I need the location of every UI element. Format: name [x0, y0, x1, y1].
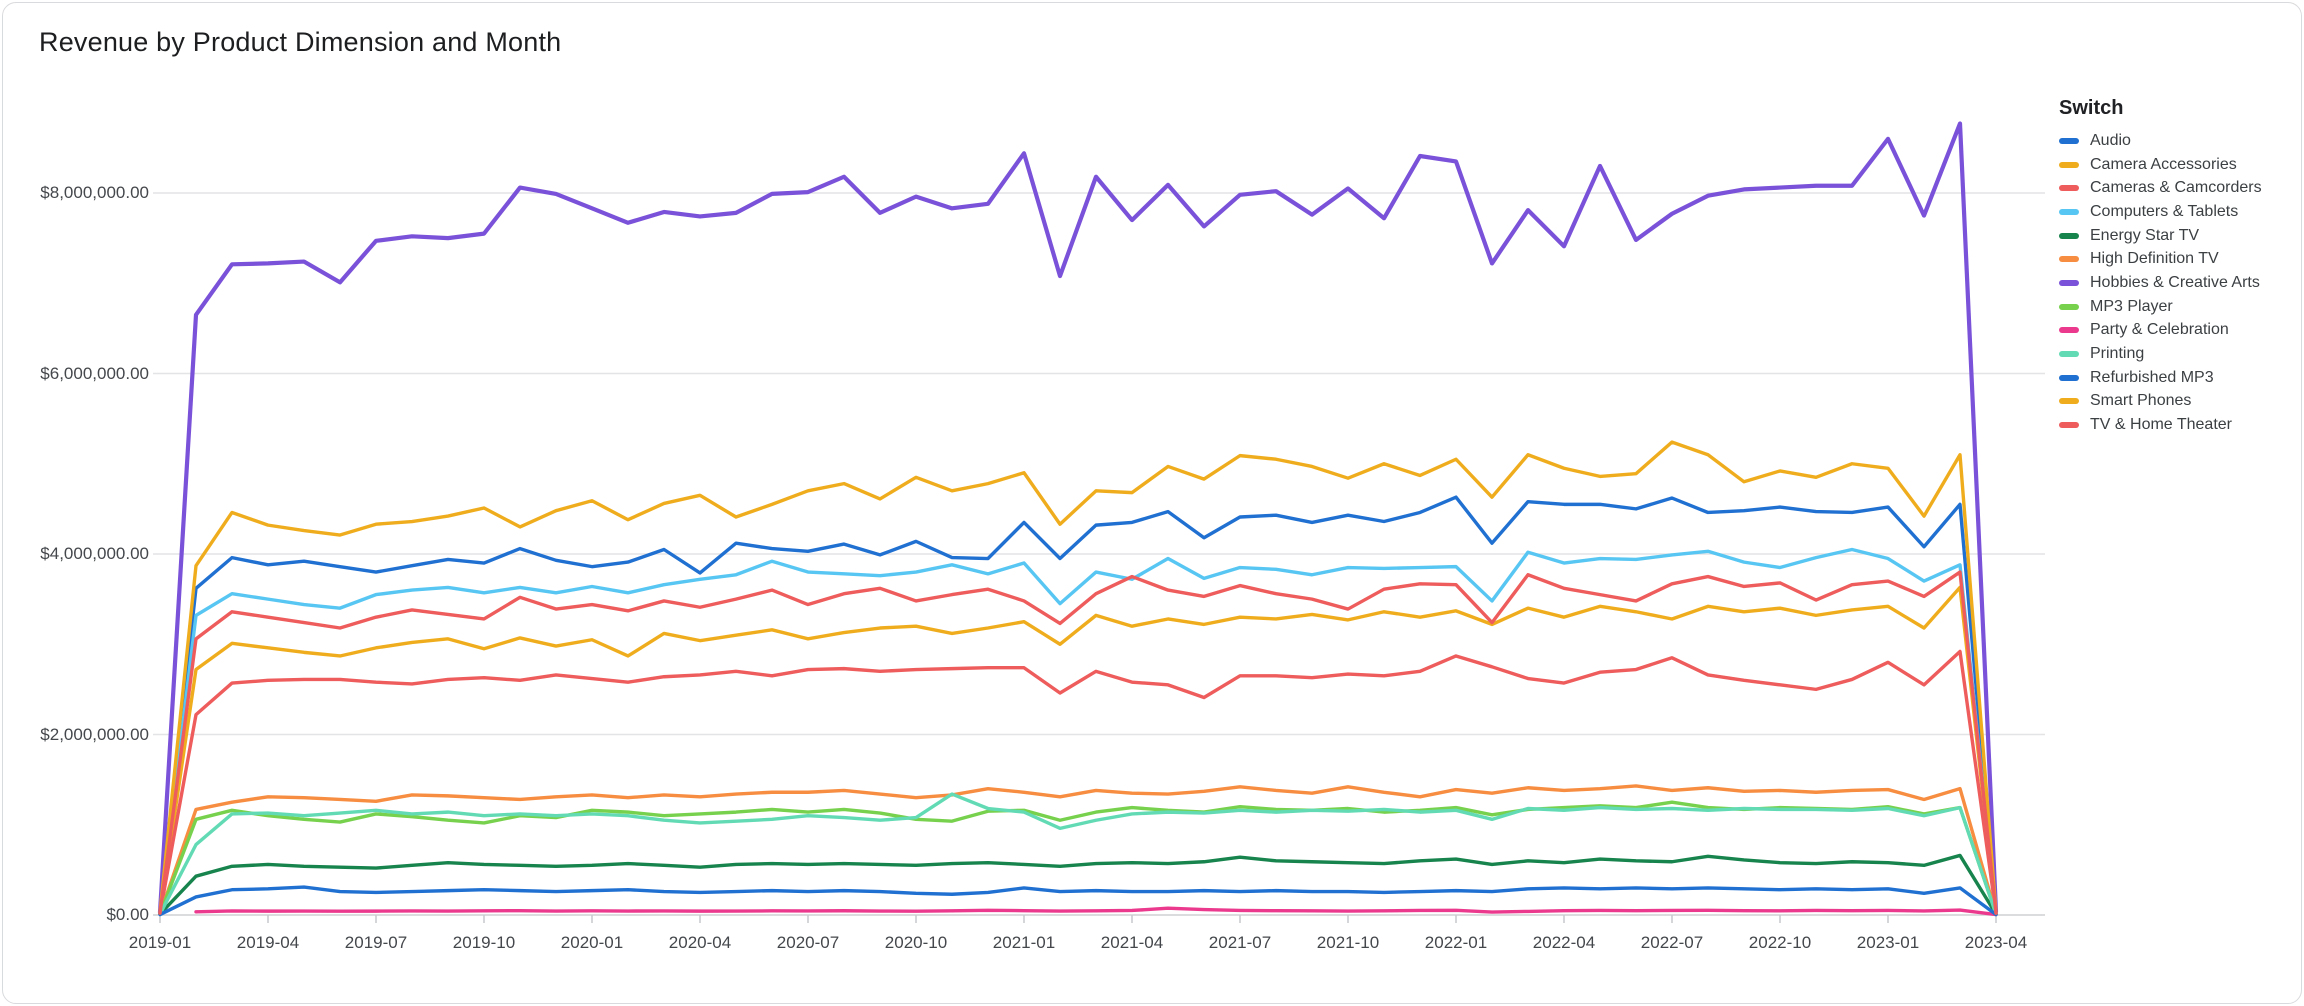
series-line-hobbies-and-creative-arts[interactable]: [157, 121, 1999, 915]
legend-item-label: Party & Celebration: [2090, 321, 2229, 339]
x-axis-label: 2023-04: [1964, 933, 2028, 952]
legend-item-label: Cameras & Camcorders: [2090, 179, 2262, 197]
legend-item-label: Refurbished MP3: [2090, 368, 2214, 386]
series-line-audio[interactable]: [158, 495, 1998, 914]
series-line-high-definition-tv[interactable]: [158, 784, 1998, 916]
y-axis-label: $6,000,000.00: [40, 363, 149, 383]
series-line-smart-phones[interactable]: [158, 440, 1998, 914]
x-axis-label: 2020-10: [884, 933, 948, 952]
legend-swatch-icon: [2059, 422, 2079, 429]
page-title: Revenue by Product Dimension and Month: [39, 27, 562, 57]
series-line-tv-and-home-theater[interactable]: [158, 570, 1998, 915]
legend-swatch-icon: [2059, 374, 2079, 381]
legend-item-party-and-celebration[interactable]: Party & Celebration: [2059, 319, 2262, 343]
x-axis-label: 2019-07: [344, 933, 408, 952]
series-line-camera-accessories[interactable]: [158, 585, 1998, 915]
legend-swatch-icon: [2059, 351, 2079, 358]
x-axis-label: 2022-04: [1532, 933, 1596, 952]
legend-swatch-icon: [2059, 256, 2079, 263]
legend-item-mp3-player[interactable]: MP3 Player: [2059, 295, 2262, 319]
series-line-cameras-and-camcorders[interactable]: [158, 649, 1998, 915]
legend-item-energy-star-tv[interactable]: Energy Star TV: [2059, 224, 2262, 248]
legend-swatch-icon: [2059, 137, 2079, 144]
y-axis-label: $0.00: [106, 905, 149, 924]
legend-title: Switch: [2059, 97, 2124, 119]
legend-item-label: Computers & Tablets: [2090, 202, 2239, 220]
x-axis-label: 2021-07: [1208, 933, 1272, 952]
x-axis-label: 2020-07: [776, 933, 840, 952]
x-axis-label: 2020-04: [668, 933, 732, 952]
legend-swatch-icon: [2059, 398, 2079, 405]
x-axis-label: 2021-10: [1316, 933, 1380, 952]
legend-item-label: Printing: [2090, 345, 2145, 363]
legend-item-label: Smart Phones: [2090, 392, 2192, 410]
y-axis-label: $8,000,000.00: [40, 183, 149, 202]
legend-item-label: TV & Home Theater: [2090, 416, 2232, 434]
x-axis-label: 2019-01: [128, 933, 192, 952]
x-axis-label: 2021-04: [1100, 933, 1164, 952]
legend-item-smart-phones[interactable]: Smart Phones: [2059, 390, 2262, 414]
legend: Switch Audio Camera Accessories Cameras & …: [2059, 97, 2262, 437]
series-line-computers-and-tablets[interactable]: [158, 547, 1998, 915]
legend-item-high-definition-tv[interactable]: High Definition TV: [2059, 247, 2262, 271]
legend-swatch-icon: [2059, 161, 2079, 168]
legend-item-label: Audio: [2090, 131, 2131, 149]
revenue-line-chart[interactable]: [3, 3, 2302, 1004]
series-line-party-and-celebration[interactable]: [194, 906, 1998, 917]
x-axis-label: 2022-07: [1640, 933, 1704, 952]
legend-swatch-icon: [2059, 185, 2079, 192]
legend-item-camera-accessories[interactable]: Camera Accessories: [2059, 153, 2262, 177]
y-axis-label: $4,000,000.00: [40, 544, 149, 563]
x-axis-label: 2019-10: [452, 933, 516, 952]
legend-swatch-icon: [2059, 232, 2079, 239]
legend-item-hobbies-and-creative-arts[interactable]: Hobbies & Creative Arts: [2059, 271, 2262, 295]
legend-item-audio[interactable]: Audio: [2059, 129, 2262, 153]
legend-item-tv-and-home-theater[interactable]: TV & Home Theater: [2059, 413, 2262, 437]
x-axis-label: 2021-01: [992, 933, 1056, 952]
legend-item-printing[interactable]: Printing: [2059, 342, 2262, 366]
legend-item-label: MP3 Player: [2090, 297, 2173, 315]
series-line-energy-star-tv[interactable]: [158, 853, 1998, 916]
legend-swatch-icon: [2059, 208, 2079, 215]
x-axis-label: 2020-01: [560, 933, 624, 952]
y-axis-label: $2,000,000.00: [40, 724, 149, 744]
legend-item-computers-and-tablets[interactable]: Computers & Tablets: [2059, 200, 2262, 224]
legend-item-label: Hobbies & Creative Arts: [2090, 273, 2260, 291]
x-axis-label: 2023-01: [1856, 933, 1920, 952]
legend-swatch-icon: [2059, 327, 2079, 334]
series-line-printing[interactable]: [158, 792, 1998, 916]
series-line-refurbished-mp3[interactable]: [158, 885, 1998, 917]
legend-swatch-icon: [2059, 303, 2079, 310]
legend-item-refurbished-mp3[interactable]: Refurbished MP3: [2059, 366, 2262, 390]
legend-item-label: Camera Accessories: [2090, 155, 2237, 173]
legend-item-label: High Definition TV: [2090, 250, 2219, 268]
x-axis-label: 2022-10: [1748, 933, 1812, 952]
x-axis-label: 2019-04: [236, 933, 300, 952]
legend-swatch-icon: [2059, 279, 2079, 286]
series-line-mp3-player[interactable]: [158, 800, 1998, 916]
legend-item-cameras-and-camcorders[interactable]: Cameras & Camcorders: [2059, 176, 2262, 200]
legend-item-label: Energy Star TV: [2090, 226, 2200, 244]
x-axis-label: 2022-01: [1424, 933, 1488, 952]
